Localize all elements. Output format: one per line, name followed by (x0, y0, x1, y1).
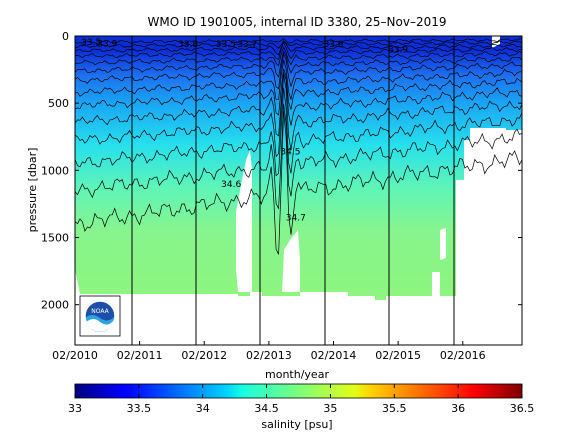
x-tick-label: 02/2012 (181, 349, 227, 362)
contour-line (75, 75, 522, 158)
gap-region (282, 230, 300, 292)
contour-line (75, 103, 522, 210)
contour-line (75, 111, 522, 255)
plot-area: 33.533.9 33.8 33.5 33.7 33.633.934.534.634.7 (75, 31, 522, 345)
salinity-field (75, 36, 522, 300)
contour-line (75, 68, 522, 116)
colorbar-tick-label: 35 (323, 402, 337, 415)
contour-line (75, 46, 522, 67)
contour-line (75, 72, 522, 137)
y-tick-label: 0 (62, 30, 69, 43)
contour-lines (75, 38, 522, 255)
contour-line (75, 40, 522, 56)
colorbar-label: salinity [psu] (261, 418, 332, 431)
contour-label: 33.5 (81, 38, 101, 48)
colorbar-tick-label: 33.5 (127, 402, 152, 415)
colorbar: 33 33.5 34 34.5 35 35.5 36 36.5 salinity [psu] (68, 383, 534, 431)
plot-frame (74, 35, 523, 346)
contour-label: 33.7 (237, 40, 257, 50)
contour-line (75, 38, 522, 44)
contour-label: 33.9 (97, 39, 117, 49)
contour-line (75, 87, 522, 177)
colorbar-tick-label: 35.5 (382, 402, 407, 415)
colorbar-ticks: 33 33.5 34 34.5 35 35.5 36 36.5 (68, 384, 534, 415)
y-tick-label: 1000 (41, 164, 69, 177)
contour-line (75, 40, 522, 49)
colorbar-tick-label: 34.5 (254, 402, 279, 415)
svg-text:NOAA: NOAA (91, 308, 109, 315)
contour-label: 33.9 (388, 45, 408, 55)
colorbar-tick-label: 36.5 (510, 402, 535, 415)
x-tick-label: 02/2014 (311, 349, 357, 362)
x-axis-label: month/year (265, 368, 329, 381)
x-axis: 02/2010 02/2011 02/2012 02/2013 02/2014 02/20… (52, 341, 486, 362)
noaa-logo: NOAA (79, 295, 121, 337)
colorbar-tick-label: 34 (196, 402, 210, 415)
contour-line (75, 59, 522, 101)
profile-ticks (75, 31, 521, 36)
gap-region (236, 150, 252, 292)
colorbar-tick-label: 36 (451, 402, 465, 415)
chart-title: WMO ID 1901005, internal ID 3380, 25–Nov… (148, 15, 447, 29)
y-axis-label: pressure [dbar] (26, 148, 39, 233)
colorbar-tick-label: 33 (68, 402, 82, 415)
contour-label: 33.8 (178, 40, 198, 50)
contour-label: 33.5 (216, 40, 236, 50)
year-lines (131, 36, 455, 345)
contour-label: 34.7 (286, 213, 306, 223)
y-axis: 0 500 1000 1500 2000 (41, 30, 522, 312)
x-tick-label: 02/2013 (246, 349, 292, 362)
contour-label: 33.6 (323, 40, 343, 50)
x-tick-label: 02/2010 (52, 349, 98, 362)
x-tick-label: 02/2015 (375, 349, 421, 362)
y-tick-label: 1500 (41, 232, 69, 245)
y-tick-label: 500 (48, 97, 69, 110)
contour-line (75, 52, 522, 90)
contour-line (75, 41, 522, 60)
contour-labels: 33.533.9 33.8 33.5 33.7 33.633.934.534.634.7 (81, 38, 408, 223)
contour-label: 34.6 (221, 180, 241, 190)
contour-label: 34.5 (280, 148, 300, 158)
gap-region (440, 228, 446, 260)
x-tick-label: 02/2011 (117, 349, 163, 362)
contour-line (75, 50, 522, 78)
x-tick-label: 02/2016 (440, 349, 486, 362)
y-tick-label: 2000 (41, 299, 69, 312)
